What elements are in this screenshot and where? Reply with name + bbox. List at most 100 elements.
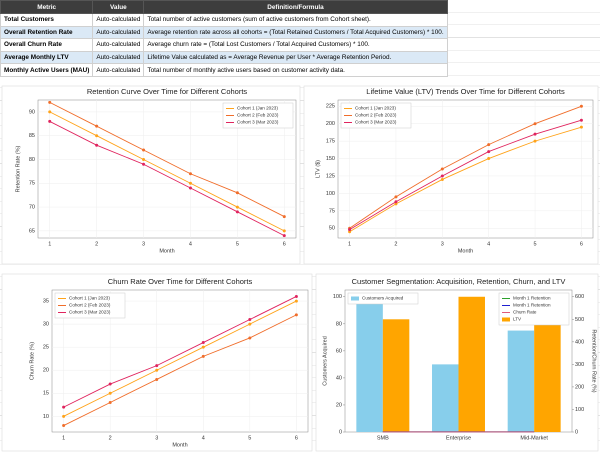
y-tick-label: 90 bbox=[29, 109, 35, 115]
legend-label: Cohort 1 (Jan 2023) bbox=[237, 106, 278, 111]
x-tick-label: Mid-Market bbox=[520, 435, 548, 441]
data-point bbox=[155, 368, 159, 372]
series-line bbox=[49, 121, 285, 237]
bar bbox=[458, 296, 485, 432]
chart-panel bbox=[1, 273, 313, 452]
x-tick-label: 6 bbox=[283, 241, 286, 247]
legend-label: LTV bbox=[513, 317, 522, 322]
x-tick-label: 2 bbox=[394, 241, 397, 247]
y-tick-label: 75 bbox=[329, 208, 335, 214]
y-tick-label: 20 bbox=[43, 368, 49, 374]
bar bbox=[507, 330, 535, 432]
data-point bbox=[248, 318, 252, 322]
data-point bbox=[48, 119, 52, 123]
chart-title: Lifetime Value (LTV) Trends Over Time fo… bbox=[366, 87, 565, 96]
data-point bbox=[579, 104, 583, 108]
data-point bbox=[95, 143, 99, 147]
chart-title: Churn Rate Over Time for Different Cohor… bbox=[108, 277, 253, 286]
legend-box bbox=[340, 102, 412, 129]
legend-box bbox=[347, 292, 419, 305]
table-row: Total Customers Auto-calculated Total numb… bbox=[0, 13, 448, 27]
series-line bbox=[349, 119, 582, 231]
legend-label: Cohort 3 (Mar 2023) bbox=[237, 120, 279, 125]
x-tick-label: 1 bbox=[48, 241, 51, 247]
x-tick-label: 2 bbox=[95, 241, 98, 247]
y-tick-label: 125 bbox=[326, 173, 335, 179]
x-tick-label: SMB bbox=[377, 435, 389, 441]
series-line bbox=[49, 101, 285, 217]
x-axis-label: Month bbox=[159, 248, 174, 254]
legend-box bbox=[222, 102, 294, 129]
metrics-table: Metric Value Definition/Formula Total Cu… bbox=[0, 0, 448, 77]
y-axis-label: Churn Rate (%) bbox=[29, 342, 35, 380]
data-point bbox=[282, 234, 286, 238]
series-line bbox=[49, 111, 285, 232]
chart-title: Customer Segmentation: Acquisition, Rete… bbox=[352, 277, 566, 286]
x-axis-label: Month bbox=[172, 442, 187, 448]
legend-swatch bbox=[351, 296, 359, 301]
data-point bbox=[533, 132, 537, 136]
y-tick-label: 75 bbox=[29, 181, 35, 187]
y-tick-label: 40 bbox=[336, 375, 342, 381]
x-tick-label: 6 bbox=[580, 241, 583, 247]
bar bbox=[534, 314, 561, 432]
data-point bbox=[235, 210, 239, 214]
data-point bbox=[201, 345, 205, 349]
y-tick-label: 60 bbox=[336, 348, 342, 354]
data-point bbox=[440, 174, 444, 178]
x-tick-label: 6 bbox=[295, 435, 298, 441]
y-tick-label: 85 bbox=[29, 133, 35, 139]
bar bbox=[382, 319, 410, 432]
table-cell: Lifetime Value calculated as = Average R… bbox=[143, 50, 448, 65]
y-tick-label: 100 bbox=[326, 191, 335, 197]
legend-label: Cohort 2 (Feb 2023) bbox=[237, 113, 279, 118]
legend-label: Cohort 1 (Jan 2023) bbox=[69, 296, 110, 301]
legend-box bbox=[498, 292, 570, 326]
y-tick-label: 175 bbox=[326, 139, 335, 145]
y-tick-label: 30 bbox=[43, 322, 49, 328]
legend-label: Cohort 2 (Feb 2023) bbox=[69, 303, 111, 308]
series-line bbox=[63, 300, 297, 417]
data-point bbox=[394, 200, 398, 204]
data-point bbox=[294, 299, 298, 303]
legend-label: Customers Acquired bbox=[362, 296, 404, 301]
data-point bbox=[95, 124, 99, 128]
bar bbox=[356, 299, 383, 432]
x-axis-label: Month bbox=[458, 248, 473, 254]
y-tick-label: 20 bbox=[336, 402, 342, 408]
x-tick-label: 5 bbox=[248, 435, 251, 441]
legend-label: Cohort 2 (Feb 2023) bbox=[355, 113, 397, 118]
y-tick-label: 15 bbox=[43, 391, 49, 397]
x-tick-label: 5 bbox=[236, 241, 239, 247]
y2-tick-label: 200 bbox=[575, 384, 584, 390]
data-point bbox=[48, 110, 52, 114]
legend-label: Cohort 1 (Jan 2023) bbox=[355, 106, 396, 111]
x-tick-label: Enterprise bbox=[446, 435, 471, 441]
legend-label: Month 1 Retention bbox=[513, 296, 551, 301]
y-axis-label: Retention Rate (%) bbox=[15, 145, 21, 192]
data-point bbox=[579, 118, 583, 122]
x-tick-label: 1 bbox=[62, 435, 65, 441]
data-point bbox=[62, 424, 66, 428]
data-point bbox=[188, 186, 192, 190]
data-point bbox=[142, 162, 146, 166]
y-tick-label: 80 bbox=[336, 321, 342, 327]
data-point bbox=[48, 100, 52, 104]
data-point bbox=[248, 322, 252, 326]
data-point bbox=[487, 150, 491, 154]
plot-area bbox=[51, 289, 309, 433]
data-point bbox=[201, 341, 205, 345]
y-tick-label: 80 bbox=[29, 157, 35, 163]
header-cell: Value bbox=[92, 0, 145, 14]
x-tick-label: 5 bbox=[534, 241, 537, 247]
y-tick-label: 100 bbox=[333, 294, 342, 300]
y2-axis-label: Retention/Churn Rate (%) bbox=[591, 329, 597, 392]
x-tick-label: 4 bbox=[189, 241, 192, 247]
y-tick-label: 10 bbox=[43, 414, 49, 420]
data-point bbox=[108, 391, 112, 395]
y-tick-label: 70 bbox=[29, 205, 35, 211]
y-tick-label: 150 bbox=[326, 156, 335, 162]
plot-area bbox=[37, 99, 297, 239]
